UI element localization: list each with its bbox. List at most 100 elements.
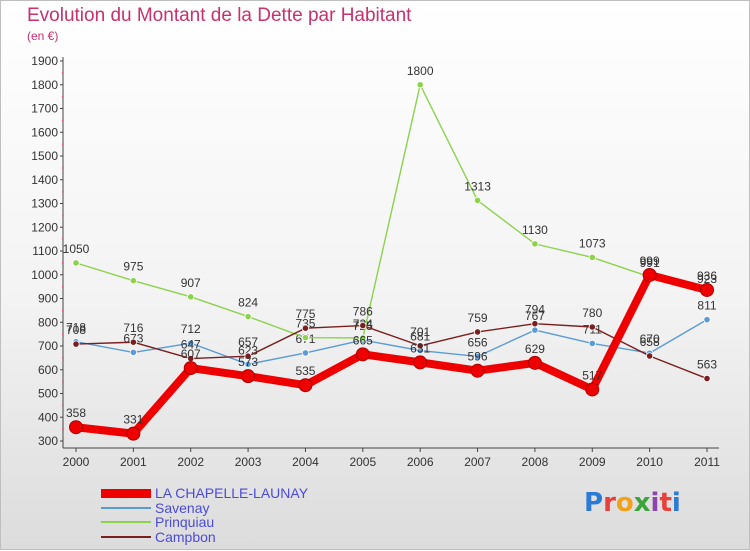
y-tick-label: 700	[38, 339, 58, 353]
data-label: 1050	[63, 242, 90, 256]
data-point	[355, 347, 370, 362]
data-point	[126, 426, 141, 441]
data-point	[470, 363, 485, 378]
data-label: 794	[525, 303, 545, 317]
data-label: 759	[468, 311, 488, 325]
y-tick-label: 1200	[31, 220, 58, 234]
data-point	[298, 378, 313, 393]
x-tick-label: 2010	[636, 455, 663, 469]
data-label: 631	[410, 341, 430, 355]
data-point	[646, 352, 654, 360]
data-point	[700, 282, 714, 297]
x-tick-label: 2007	[464, 455, 491, 469]
data-label: 775	[295, 307, 315, 321]
data-point	[72, 259, 80, 267]
legend-swatch	[101, 521, 151, 524]
data-point	[244, 360, 252, 368]
y-tick-label: 1400	[31, 173, 58, 187]
data-point	[129, 338, 137, 346]
data-point	[531, 326, 539, 334]
data-label: 923	[697, 272, 717, 286]
data-label: 712	[181, 322, 201, 336]
data-label: 1800	[407, 64, 434, 78]
data-label: 708	[66, 323, 86, 337]
data-point	[473, 328, 482, 336]
data-point	[69, 420, 83, 435]
data-point	[703, 316, 711, 324]
legend-item: LA CHAPELLE-LAUNAY	[101, 486, 308, 501]
data-label: 975	[123, 260, 143, 274]
legend-swatch	[101, 488, 151, 498]
data-label: 658	[640, 335, 660, 349]
data-point	[703, 374, 711, 383]
y-tick-label: 1800	[31, 78, 58, 92]
data-label: 1313	[464, 179, 491, 193]
data-label: 573	[238, 355, 258, 369]
y-tick-label: 1600	[31, 125, 58, 139]
series-campbon: 708 716 647 657 775 786 701 759 794 780 658 563	[66, 303, 717, 383]
data-label: 358	[66, 406, 86, 420]
x-tick-label: 2001	[120, 455, 147, 469]
data-point	[301, 349, 310, 357]
x-tick-label: 2009	[579, 455, 606, 469]
legend: LA CHAPELLE-LAUNAY Savenay Prinquiau Campbo…	[101, 486, 308, 544]
legend-label: Campbon	[155, 528, 216, 545]
y-tick-label: 400	[38, 410, 58, 424]
legend-swatch	[101, 506, 151, 509]
y-tick-label: 1900	[31, 54, 58, 68]
data-point	[588, 323, 596, 331]
series-savenay: 718673712623671725681656767711670811	[66, 299, 717, 368]
data-point	[531, 240, 539, 248]
data-label: 670	[640, 332, 660, 346]
data-point	[129, 277, 137, 285]
data-label: 735	[295, 317, 315, 331]
data-label: 629	[525, 342, 545, 356]
data-point	[416, 81, 424, 89]
x-tick-label: 2005	[349, 455, 376, 469]
data-label: 999	[640, 254, 660, 268]
y-tick-label: 900	[38, 292, 58, 306]
data-label: 681	[410, 330, 430, 344]
logo-letter: t	[659, 488, 672, 518]
series-line	[72, 270, 711, 438]
data-label: 657	[238, 335, 258, 349]
data-point	[301, 324, 310, 332]
legend-swatch	[101, 535, 151, 538]
data-label: 780	[582, 306, 602, 320]
data-label: 535	[295, 364, 315, 378]
series-line	[75, 318, 708, 365]
y-tick-label: 1100	[32, 244, 58, 258]
data-label: 596	[468, 350, 488, 364]
data-label: 718	[66, 321, 86, 335]
chart-title: Evolution du Montant de la Dette par Hab…	[27, 5, 412, 26]
data-label: 824	[238, 296, 258, 310]
data-point	[413, 355, 428, 370]
data-label: 647	[181, 338, 201, 352]
series-line	[75, 84, 708, 339]
x-tick-label: 2011	[694, 455, 720, 469]
data-label: 716	[123, 321, 143, 335]
y-tick-label: 1500	[31, 149, 58, 163]
data-label: 563	[697, 358, 717, 372]
data-label: 517	[582, 368, 602, 382]
data-point	[416, 342, 424, 350]
data-point	[244, 312, 252, 321]
data-point	[473, 196, 482, 205]
y-tick-label: 1000	[31, 268, 58, 282]
data-label: 786	[353, 305, 373, 319]
data-label: 907	[181, 276, 201, 290]
data-point	[585, 382, 600, 397]
data-point	[588, 253, 596, 262]
series-la-chapelle-launay: 358 331 607 573 535 665 631 596 629 517 999 936	[66, 254, 717, 441]
data-point	[187, 293, 195, 301]
logo-letter: r	[603, 488, 616, 518]
series-prinquiau: 1050975907824735734180013131130107399192…	[63, 64, 717, 342]
data-point	[301, 334, 310, 342]
y-tick-label: 300	[38, 434, 58, 448]
y-tick-label: 1300	[31, 197, 58, 211]
x-tick-label: 2006	[407, 455, 434, 469]
x-tick-label: 2003	[235, 455, 262, 469]
data-point	[588, 339, 596, 347]
